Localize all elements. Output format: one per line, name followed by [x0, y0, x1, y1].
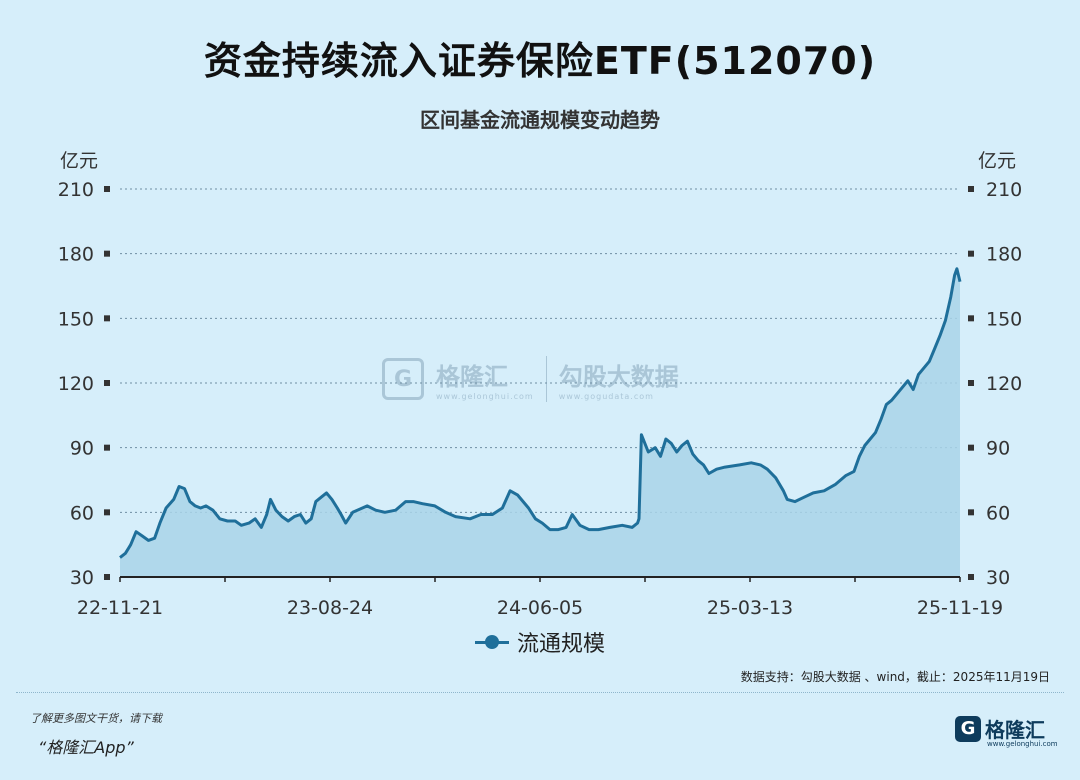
footer-note: 了解更多图文干货，请下载 — [30, 712, 162, 725]
y-tick-label-right: 180 — [986, 244, 1022, 266]
gelonghui-logo-icon: G — [955, 715, 981, 742]
watermark-brand-2: 勾股大数据 www.gogudata.com — [559, 357, 679, 401]
y-tick-marker-left — [104, 444, 110, 451]
x-tick-label: 25-03-13 — [707, 597, 793, 619]
y-tick-marker-right — [968, 250, 974, 257]
watermark: G 格隆汇 www.gelonghui.com 勾股大数据 www.goguda… — [382, 356, 679, 402]
y-tick-label-left: 90 — [70, 438, 94, 460]
y-tick-marker-right — [968, 315, 974, 322]
y-tick-marker-right — [968, 186, 974, 192]
watermark-brand-2-name: 勾股大数据 — [558, 363, 679, 391]
x-tick-label: 25-11-19 — [917, 597, 1003, 619]
y-tick-marker-left — [104, 250, 110, 257]
gelonghui-logo-icon: G — [382, 358, 424, 400]
chart-title: 资金持续流入证券保险ETF(512070) — [203, 39, 877, 83]
y-tick-label-left: 120 — [58, 373, 94, 395]
y-tick-marker-left — [104, 574, 110, 580]
series-line — [119, 267, 962, 559]
watermark-brand-1-name: 格隆汇 — [436, 363, 508, 391]
y-tick-marker-right — [968, 574, 974, 580]
left-axis-unit: 亿元 — [60, 150, 99, 172]
y-tick-marker-right — [968, 444, 974, 451]
y-tick-marker-right — [968, 380, 974, 386]
y-tick-label-right: 60 — [986, 502, 1010, 524]
y-tick-label-left: 60 — [70, 502, 94, 524]
right-axis-unit: 亿元 — [978, 150, 1017, 172]
y-tick-label-left: 150 — [58, 308, 94, 330]
y-tick-marker-left — [104, 315, 110, 322]
y-tick-label-right: 210 — [986, 179, 1022, 201]
footer-app-name: “格隆汇App” — [38, 738, 134, 757]
y-tick-label-right: 90 — [986, 438, 1010, 460]
y-tick-marker-left — [104, 509, 110, 516]
y-tick-label-left: 180 — [58, 244, 94, 266]
y-tick-marker-left — [104, 186, 110, 192]
chart-subtitle: 区间基金流通规模变动趋势 — [420, 108, 660, 132]
x-tick-label: 23-08-24 — [287, 597, 373, 619]
y-tick-marker-left — [104, 380, 110, 386]
x-tick-label: 24-06-05 — [497, 597, 583, 619]
footer-logo: G 格隆汇 www.gelonghui.com — [955, 714, 1058, 748]
y-tick-label-right: 150 — [986, 308, 1022, 330]
watermark-separator — [545, 356, 547, 402]
y-tick-label-right: 120 — [986, 373, 1022, 395]
y-tick-label-left: 30 — [70, 567, 94, 589]
watermark-brand-1: 格隆汇 www.gelonghui.com — [436, 357, 534, 401]
legend-line-marker-icon — [474, 635, 509, 649]
footer-brand: 格隆汇 — [985, 718, 1045, 742]
legend: 流通规模 — [0, 626, 1080, 658]
area-chart: 30 30 60 60 90 90 120 120 150 150 180 180 210 210 22-1… — [58, 179, 1023, 619]
x-tick-label: 22-11-21 — [77, 597, 163, 619]
footer-divider — [16, 692, 1064, 693]
y-tick-marker-right — [968, 509, 974, 516]
watermark-brand-1-url: www.gelonghui.com — [436, 392, 534, 401]
y-tick-label-right: 30 — [986, 567, 1010, 589]
footer-brand-url: www.gelonghui.com — [987, 740, 1058, 748]
series-area — [120, 268, 960, 577]
y-tick-label-left: 210 — [58, 179, 94, 201]
source-note: 数据支持：勾股大数据 、wind，截止：2025年11月19日 — [740, 670, 1050, 684]
legend-label: 流通规模 — [516, 632, 605, 657]
watermark-brand-2-url: www.gogudata.com — [558, 392, 654, 401]
